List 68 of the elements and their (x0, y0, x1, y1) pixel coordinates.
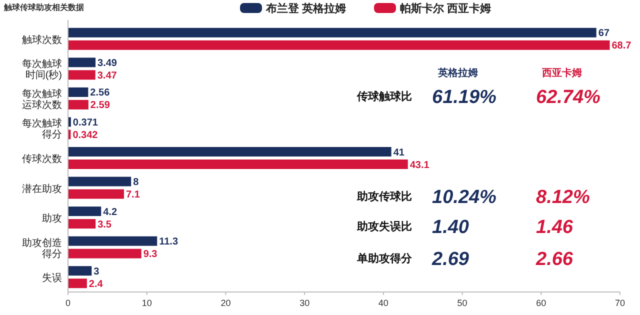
data-label: 3 (94, 266, 100, 278)
y-tick-label: 传球次数 (22, 153, 62, 165)
annotation: 单助攻得分 (356, 252, 413, 265)
bar (68, 236, 158, 246)
bar (68, 147, 392, 156)
y-tick-label: 每次触球得分 (22, 118, 62, 141)
data-label: 9.3 (143, 249, 158, 260)
annotation: 2.69 (431, 249, 470, 270)
bar (68, 70, 96, 80)
data-label: 8 (133, 177, 140, 188)
x-tick-label: 20 (220, 298, 231, 308)
data-label: 67 (598, 28, 610, 40)
y-tick-label: 每次触球运球次数 (22, 88, 62, 111)
data-label: 41 (393, 147, 405, 158)
annotation: 英格拉姆 (437, 67, 478, 79)
data-label: 3.5 (98, 219, 112, 230)
y-tick-label: 每次触球时间(秒) (22, 58, 62, 82)
data-label: 2.56 (90, 88, 110, 99)
legend-label: 帕斯卡尔 西亚卡姆 (400, 2, 492, 15)
y-tick-label: 失误 (42, 272, 62, 284)
data-label: 4.2 (103, 206, 118, 218)
x-tick-label: 70 (614, 298, 626, 308)
bar (68, 28, 596, 38)
bar (68, 266, 92, 276)
annotation: 8.12% (536, 187, 590, 208)
data-label: 3.47 (97, 70, 118, 82)
y-tick-label: 潜在助攻 (22, 182, 62, 195)
bar (68, 176, 132, 186)
annotation: 助攻失误比 (356, 220, 412, 233)
data-label: 11.3 (159, 236, 178, 248)
data-label: 3.49 (98, 58, 118, 69)
bar (68, 100, 88, 110)
data-label: 2.4 (88, 278, 104, 290)
annotation: 62.74% (536, 87, 601, 108)
data-label: 43.1 (410, 160, 430, 171)
annotation: 10.24% (432, 187, 497, 208)
x-tick-label: 60 (536, 298, 546, 308)
annotation: 2.66 (535, 249, 574, 270)
annotation: 助攻传球比 (356, 190, 412, 203)
bar (68, 248, 142, 258)
y-tick-label: 助攻 (42, 212, 62, 225)
bar (68, 40, 610, 50)
data-label: 7.1 (126, 190, 140, 201)
annotation: 西亚卡姆 (541, 67, 582, 79)
bar (68, 206, 102, 216)
data-label: 0.371 (72, 117, 98, 128)
annotation: 1.40 (432, 217, 470, 238)
bar (68, 189, 124, 199)
y-tick-label: 触球次数 (22, 34, 62, 46)
x-tick-label: 50 (457, 298, 468, 308)
data-label: 2.59 (90, 100, 110, 112)
y-tick-label: 助攻创造得分 (22, 236, 62, 260)
x-tick-label: 40 (378, 298, 388, 308)
chart-title: 触球传球助攻相关数据 (3, 3, 84, 12)
bar (68, 160, 408, 169)
bar (68, 219, 96, 229)
x-tick-label: 30 (300, 298, 310, 308)
annotation: 传球触球比 (356, 90, 412, 103)
x-tick-label: 10 (142, 298, 152, 308)
legend-label: 布兰登 英格拉姆 (265, 2, 346, 15)
bar (68, 87, 88, 97)
data-label: 0.342 (72, 130, 98, 141)
bar (68, 58, 96, 68)
data-label: 68.7 (612, 40, 632, 52)
annotation: 1.46 (536, 217, 574, 238)
annotation: 61.19% (432, 87, 497, 108)
bar (68, 278, 87, 288)
x-tick-label: 0 (65, 298, 71, 308)
